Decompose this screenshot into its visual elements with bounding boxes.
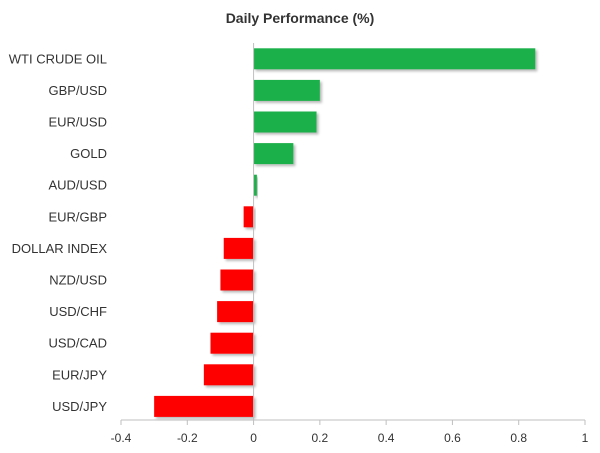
chart-title: Daily Performance (%) [226, 10, 375, 26]
x-axis: -0.4 -0.2 0 0.2 0.4 0.6 0.8 1 [111, 43, 589, 445]
bar-eur-gbp [243, 206, 254, 228]
x-tick-label: 1 [582, 431, 589, 445]
x-tick-label: 0.8 [510, 431, 527, 445]
bar-eur-usd [253, 111, 317, 133]
category-label: NZD/USD [49, 273, 107, 288]
bar-usd-jpy [154, 395, 254, 417]
bar-gold [253, 143, 294, 165]
category-labels: WTI CRUDE OIL GBP/USD EUR/USD GOLD AUD/USD EU… [9, 51, 108, 414]
bar-gbp-usd [253, 79, 320, 101]
bar-wti-crude-oil [253, 48, 536, 70]
bar-nzd-usd [220, 269, 254, 291]
category-label: EUR/JPY [52, 367, 107, 382]
bar-usd-chf [217, 301, 254, 323]
category-label: GBP/USD [48, 83, 107, 98]
bars-layer [154, 48, 536, 417]
category-label: USD/JPY [52, 399, 107, 414]
bar-usd-cad [210, 332, 254, 354]
x-tick-label: 0.6 [444, 431, 461, 445]
x-tick-label: 0.4 [378, 431, 395, 445]
category-label: EUR/GBP [48, 209, 107, 224]
x-tick-label: 0 [250, 431, 257, 445]
category-label: USD/CAD [48, 336, 107, 351]
bar-aud-usd [253, 174, 257, 196]
category-label: WTI CRUDE OIL [9, 51, 107, 66]
category-label: DOLLAR INDEX [12, 241, 108, 256]
category-label: USD/CHF [49, 304, 107, 319]
x-tick-label: -0.2 [177, 431, 198, 445]
bar-dollar-index [223, 237, 254, 259]
category-label: GOLD [70, 146, 107, 161]
category-label: AUD/USD [48, 178, 107, 193]
x-tick-label: -0.4 [111, 431, 132, 445]
x-tick-label: 0.2 [312, 431, 329, 445]
bar-eur-jpy [203, 364, 254, 386]
category-label: EUR/USD [48, 115, 107, 130]
